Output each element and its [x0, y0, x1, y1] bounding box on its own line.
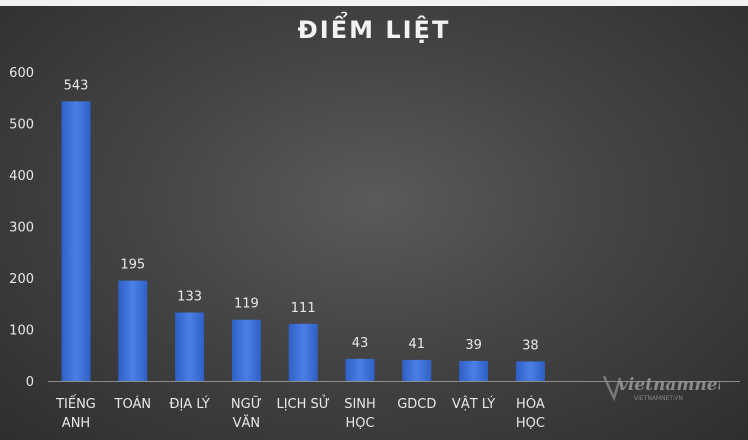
bar: [515, 361, 545, 381]
bar-value-label: 133: [177, 290, 202, 305]
bar-value-label: 43: [352, 336, 369, 351]
bar-value-label: 195: [120, 258, 145, 273]
bar-value-label: 41: [409, 337, 426, 352]
y-tick-label: 600: [9, 66, 34, 81]
bar-value-label: 119: [234, 297, 259, 312]
bar-value-label: 111: [291, 301, 316, 316]
x-category-label: LỊCH SỬ: [276, 395, 329, 412]
watermark-text: vietnamnet: [618, 375, 720, 395]
y-tick-label: 400: [9, 169, 34, 184]
x-category-label: GDCD: [397, 397, 436, 412]
bar: [345, 358, 375, 381]
bar: [118, 280, 148, 381]
bar: [175, 312, 205, 381]
y-tick-label: 100: [9, 324, 34, 339]
bar: [402, 359, 432, 381]
bar: [231, 319, 261, 381]
x-category-label: TOÁN: [114, 396, 152, 412]
x-category-label: ĐỊA LÝ: [169, 396, 209, 412]
x-category-label: VẬT LÝ: [452, 396, 495, 412]
bar-value-label: 38: [522, 338, 539, 353]
x-category-label: SINH HỌC: [344, 397, 376, 431]
watermark-subtext: VIETNAMNET.VN: [634, 395, 683, 402]
x-category-label: HÓA HỌC: [516, 396, 545, 431]
bars: [61, 101, 545, 381]
bar-value-label: 39: [465, 338, 482, 353]
bar: [61, 101, 91, 381]
x-axis: TIẾNG ANH TOÁN ĐỊA LÝ NGỮ VĂN LỊCH SỬ SINH HỌC GD…: [48, 381, 740, 431]
x-category-label: TIẾNG ANH: [55, 395, 96, 431]
data-labels: 543 195 133 119 111 43 41 39 38: [64, 78, 539, 353]
y-tick-label: 300: [9, 221, 34, 236]
bar: [288, 323, 318, 381]
y-tick-label: 500: [9, 118, 34, 133]
top-strip: [0, 0, 748, 6]
bar: [459, 360, 489, 381]
chart-title: ĐIỂM LIỆT: [297, 16, 451, 44]
y-tick-label: 0: [26, 375, 34, 390]
y-tick-label: 200: [9, 272, 34, 287]
vietnamnet-logo: vietnamnet VIETNAMNET.VN: [602, 375, 720, 402]
y-axis: 0 100 200 300 400 500 600: [9, 66, 34, 390]
bar-value-label: 543: [64, 78, 89, 93]
x-category-label: NGỮ VĂN: [231, 396, 262, 431]
